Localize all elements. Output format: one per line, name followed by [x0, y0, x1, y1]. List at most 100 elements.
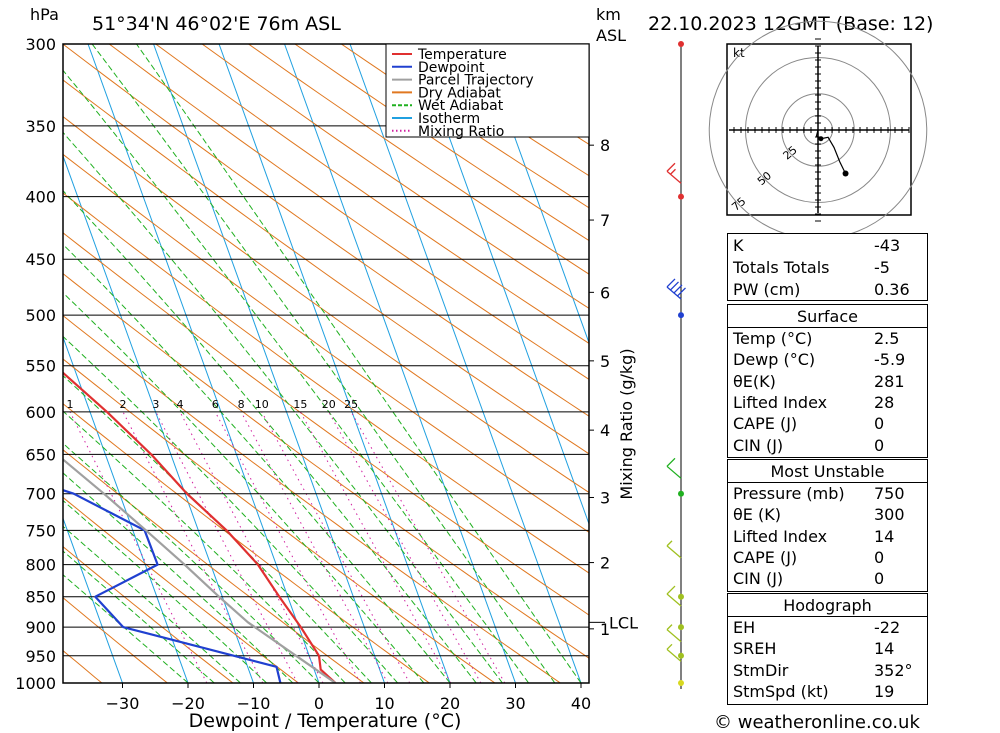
- mixing-ratio-line: [240, 411, 389, 683]
- hodograph-title: Hodograph: [783, 596, 872, 615]
- pressure-tick-label: 550: [25, 357, 56, 376]
- x-axis-label: Dewpoint / Temperature (°C): [189, 710, 462, 732]
- pressure-unit-label: hPa: [30, 5, 59, 24]
- datetime-title: 22.10.2023 12GMT (Base: 12): [648, 13, 933, 35]
- wet-adiabat-line: [63, 472, 294, 683]
- isotherm-line: [415, 44, 589, 526]
- wind-barb-feather: [673, 284, 683, 294]
- index-row-k: K -43: [728, 235, 927, 256]
- wet-adiabat-line: [63, 243, 451, 683]
- surface-title: Surface: [797, 307, 858, 326]
- mixing-ratio-label: 4: [176, 398, 183, 411]
- legend-frame: [385, 43, 590, 138]
- wet-adiabat-line: [63, 550, 215, 683]
- wind-barb-feather: [666, 457, 676, 467]
- pressure-tick-label: 400: [25, 188, 56, 207]
- dry-adiabat-line: [63, 232, 589, 616]
- indices-basic-table: K -43 Totals Totals -5 PW (cm) 0.36: [727, 233, 928, 301]
- wind-profile: [666, 41, 686, 689]
- hodograph-end-point: [842, 170, 849, 177]
- mixing-ratio-label: 10: [255, 398, 269, 411]
- mixing-ratio-label: 3: [152, 398, 159, 411]
- surface-row: CAPE (J) 0: [733, 414, 885, 433]
- most-unstable-table: Most Unstable Pressure (mb) 750 θE (K) 300…: [727, 459, 928, 592]
- mixing-ratio-label: 8: [238, 398, 245, 411]
- x-tick-label: 30: [505, 694, 525, 713]
- wind-barb-feather: [666, 585, 676, 595]
- legend-entry: Wet Adiabat: [418, 98, 504, 114]
- wind-barb: [666, 624, 682, 643]
- dry-adiabat-line: [63, 546, 234, 683]
- mixing-ratio-label: 20: [322, 398, 336, 411]
- most-unstable-title: Most Unstable: [770, 462, 885, 481]
- dry-adiabat-line: [63, 358, 496, 683]
- mixing-ratio-line: [155, 411, 298, 683]
- dewpoint-trace: [63, 489, 282, 683]
- hodo-row: SREH 14: [733, 639, 895, 658]
- copyright: © weatheronline.co.uk: [714, 712, 920, 733]
- index-row-totals: Totals Totals -5: [728, 257, 927, 278]
- mixing-ratio-label: 25: [344, 398, 358, 411]
- height-unit-km: km: [596, 5, 621, 24]
- pressure-tick-label: 600: [25, 403, 56, 422]
- mixing-ratio-label: 15: [293, 398, 307, 411]
- dry-adiabat-line: [63, 44, 589, 417]
- index-value: -43: [874, 236, 901, 255]
- wind-barb-shaft: [666, 465, 682, 479]
- parcel-trajectory-trace: [63, 458, 337, 683]
- wind-barb-feather: [666, 540, 673, 547]
- plot-area: [62, 43, 590, 684]
- km-tick-label: 1: [600, 620, 610, 639]
- index-key: K: [733, 236, 744, 255]
- lcl-label: LCL: [609, 613, 638, 632]
- wind-barb-feather: [666, 162, 676, 172]
- wet-adiabat-line: [63, 131, 503, 683]
- pressure-tick-label: 350: [25, 117, 56, 136]
- wind-barb: [666, 457, 682, 479]
- dry-adiabat-line: [294, 44, 589, 242]
- km-tick-label: 8: [600, 136, 610, 155]
- temperature-trace: [63, 371, 337, 683]
- mixing-ratio-line: [261, 411, 411, 683]
- index-value: -5: [874, 258, 890, 277]
- wind-barb-feather: [666, 624, 673, 631]
- surface-row: Temp (°C) 2.5: [733, 329, 900, 348]
- wind-barb-feather: [677, 287, 686, 297]
- x-tick-label: 0: [314, 694, 324, 713]
- legend-entry: Isotherm: [418, 111, 480, 127]
- wind-level-dot: [678, 593, 684, 600]
- surface-row: Dewp (°C) -5.9: [733, 350, 906, 369]
- hodo-row: StmDir 352°: [733, 661, 913, 680]
- wind-barb-feather: [666, 278, 676, 288]
- isotherm-line: [63, 516, 123, 683]
- legend-entry: Temperature: [417, 47, 507, 63]
- pressure-tick-label: 500: [25, 306, 56, 325]
- km-tick-label: 5: [600, 352, 610, 371]
- mixing-ratio-line: [350, 411, 506, 683]
- km-tick-label: 2: [600, 554, 610, 573]
- x-tick-label: −30: [106, 694, 140, 713]
- x-tick-label: −10: [237, 694, 271, 713]
- pressure-tick-label: 800: [25, 556, 56, 575]
- index-key: Totals Totals: [733, 258, 830, 277]
- mu-row: Pressure (mb) 750: [733, 484, 905, 503]
- isotherm-line: [63, 154, 254, 683]
- hodograph-trace: [815, 129, 847, 174]
- hodo-row: EH -22: [733, 618, 901, 637]
- dry-adiabat-line: [63, 597, 168, 683]
- legend-entry: Mixing Ratio: [418, 124, 504, 140]
- mu-row: Lifted Index 14: [733, 527, 895, 546]
- x-tick-label: 10: [374, 694, 394, 713]
- index-row-pw: PW (cm) 0.36: [728, 279, 927, 300]
- isotherm-line: [480, 44, 589, 345]
- mu-row: CIN (J) 0: [733, 569, 885, 588]
- pressure-tick-label: 650: [25, 445, 56, 464]
- mu-row: CAPE (J) 0: [733, 548, 885, 567]
- dry-adiabat-line: [201, 44, 589, 309]
- dry-adiabat-line: [63, 496, 299, 683]
- km-tick-label: 6: [600, 283, 610, 302]
- mixing-ratio-label: 6: [212, 398, 219, 411]
- pressure-tick-label: 700: [25, 485, 56, 504]
